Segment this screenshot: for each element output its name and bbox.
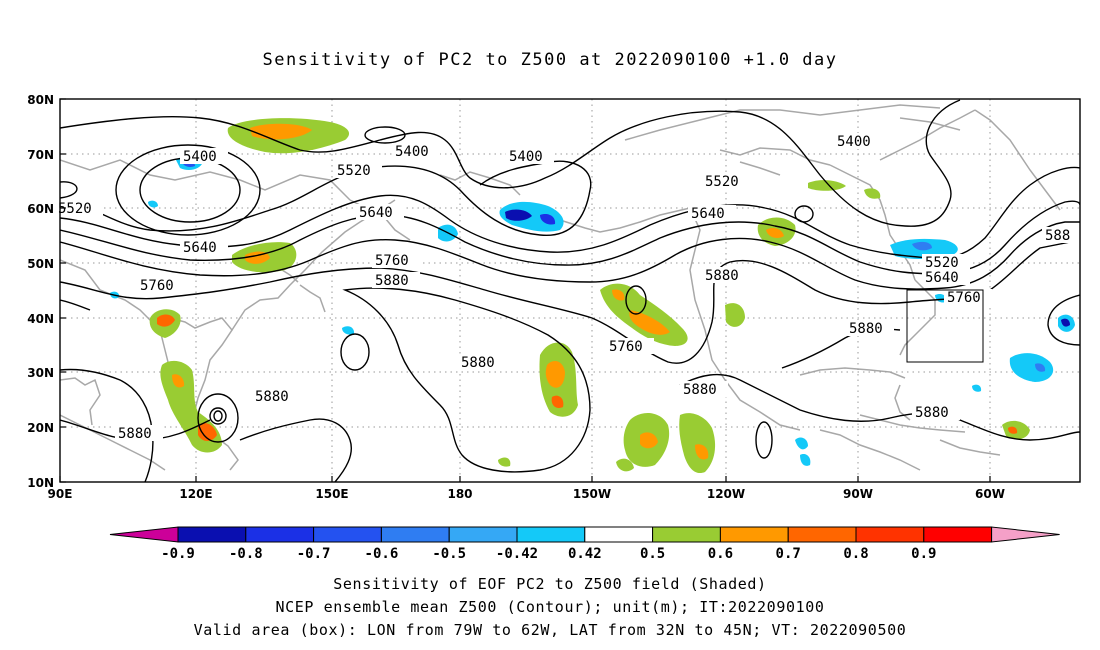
lon-label-120e: 120E — [179, 487, 212, 501]
contour-label: 5880 — [375, 273, 409, 289]
contour-label: 5880 — [683, 382, 717, 398]
colorbar-segment — [923, 526, 993, 543]
lat-label-10n: 10N — [27, 476, 54, 490]
colorbar: -0.9 -0.8 -0.7 -0.6 -0.5 -0.42 0.42 0.5 0.6 0.7 0.… — [109, 526, 1060, 562]
contour-label: 5400 — [837, 134, 871, 150]
lon-label-90w: 90W — [843, 487, 873, 501]
contour-label: 5760 — [140, 278, 174, 294]
lon-label-180: 180 — [447, 487, 472, 501]
colorbar-segment — [652, 526, 721, 543]
contour-label: 5520 — [337, 163, 371, 179]
colorbar-label: 0.9 — [911, 546, 936, 562]
colorbar-arrow-left — [109, 526, 179, 543]
colorbar-segment — [516, 526, 586, 543]
contour-label: 5880 — [705, 268, 739, 284]
lon-label-150w: 150W — [573, 487, 611, 501]
colorbar-label: 0.42 — [568, 546, 602, 562]
contour-label: 5640 — [183, 240, 217, 256]
sensitivity-shading — [110, 118, 1075, 474]
colorbar-segment — [177, 526, 247, 543]
contour-label: 5520 — [925, 255, 959, 271]
colorbar-label: -0.9 — [161, 546, 195, 562]
plot-frame — [59, 98, 1081, 483]
contour-label: 5640 — [359, 205, 393, 221]
contour-label: 5520 — [58, 201, 92, 217]
contour-label: 5880 — [849, 321, 883, 337]
colorbar-label: -0.5 — [432, 546, 466, 562]
colorbar-segment — [855, 526, 925, 543]
colorbar-label: 0.6 — [708, 546, 733, 562]
contour-label: 588 — [1045, 228, 1070, 244]
lat-label-60n: 60N — [27, 202, 54, 216]
valid-area-box — [906, 289, 984, 363]
colorbar-label: -0.42 — [496, 546, 538, 562]
colorbar-label: 0.5 — [640, 546, 665, 562]
colorbar-segment — [584, 526, 654, 543]
colorbar-segment — [245, 526, 315, 543]
contour-label: 5400 — [395, 144, 429, 160]
lon-label-90e: 90E — [48, 487, 73, 501]
lat-label-30n: 30N — [27, 366, 54, 380]
colorbar-label: -0.6 — [365, 546, 399, 562]
caption-contour: NCEP ensemble mean Z500 (Contour); unit(… — [275, 598, 825, 616]
colorbar-label: -0.7 — [297, 546, 331, 562]
z500-contours — [60, 99, 1080, 482]
lat-label-20n: 20N — [27, 421, 54, 435]
colorbar-segment — [719, 526, 789, 543]
contour-label: 5880 — [461, 355, 495, 371]
lat-label-40n: 40N — [27, 312, 54, 326]
contour-label: 5760 — [375, 253, 409, 269]
colorbar-label: 0.7 — [776, 546, 801, 562]
colorbar-label: -0.8 — [229, 546, 263, 562]
contour-label: 5760 — [609, 339, 643, 355]
colorbar-arrow-right — [991, 526, 1060, 543]
lon-label-150e: 150E — [315, 487, 348, 501]
colorbar-segment — [313, 526, 382, 543]
contour-label: 5520 — [705, 174, 739, 190]
contour-label: 5640 — [691, 206, 725, 222]
colorbar-label: 0.8 — [843, 546, 868, 562]
lat-label-50n: 50N — [27, 257, 54, 271]
contour-label: 5400 — [509, 149, 543, 165]
contour-labels: 5400 5400 5400 5400 5520 5520 5520 5520 … — [55, 133, 1080, 442]
contour-label: 5400 — [183, 149, 217, 165]
contour-label: 5880 — [255, 389, 289, 405]
lat-axis — [60, 98, 66, 483]
contour-label: 5760 — [947, 290, 981, 306]
lat-label-70n: 70N — [27, 148, 54, 162]
contour-label: 5880 — [118, 426, 152, 442]
contour-label: 5640 — [925, 270, 959, 286]
colorbar-segment — [380, 526, 450, 543]
contour-label: 5880 — [915, 405, 949, 421]
lon-label-60w: 60W — [975, 487, 1005, 501]
colorbar-segment — [448, 526, 518, 543]
colorbar-segment — [787, 526, 857, 543]
caption-valid-area: Valid area (box): LON from 79W to 62W, L… — [193, 621, 907, 639]
caption-shaded: Sensitivity of EOF PC2 to Z500 field (Sh… — [333, 575, 767, 593]
map-title: Sensitivity of PC2 to Z500 at 2022090100… — [262, 50, 838, 70]
lon-axis — [59, 476, 991, 482]
lat-label-80n: 80N — [27, 93, 54, 107]
lon-label-120w: 120W — [707, 487, 745, 501]
